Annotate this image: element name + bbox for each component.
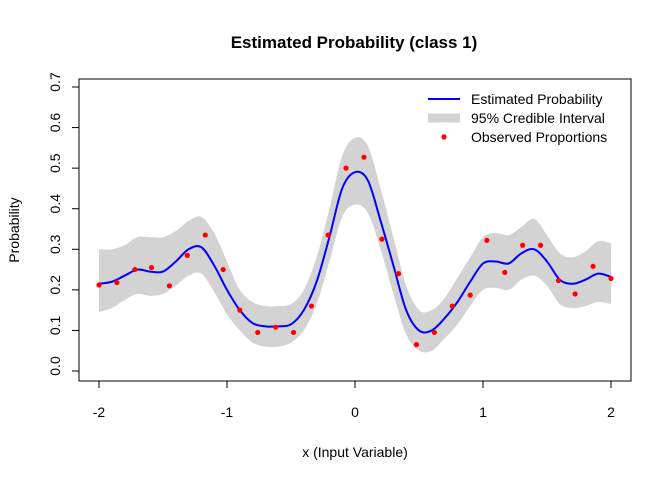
observed-point	[220, 266, 226, 273]
observed-point	[308, 303, 315, 309]
observed-point	[520, 242, 526, 248]
y-tick-label: 0.1	[47, 315, 63, 335]
y-tick-label: 0.6	[47, 113, 63, 133]
x-axis: -2 -1 0 1 2	[93, 380, 615, 420]
observed-point	[572, 291, 578, 297]
observed-point	[114, 279, 120, 286]
observed-point	[166, 283, 172, 289]
observed-point	[255, 329, 261, 336]
x-axis-label: x (Input Variable)	[302, 444, 408, 460]
legend: Estimated Probability 95% Credible Inter…	[428, 91, 607, 145]
observed-point	[379, 236, 385, 242]
observed-point	[273, 324, 279, 330]
observed-point	[555, 277, 562, 284]
observed-point	[325, 232, 331, 238]
observed-point	[590, 263, 596, 269]
credible-interval-band	[99, 137, 611, 353]
y-tick-label: 0.5	[47, 153, 63, 173]
observed-point	[467, 292, 473, 298]
observed-point	[202, 232, 208, 238]
observed-point	[502, 269, 508, 276]
x-tick-label: 0	[351, 404, 359, 420]
y-axis: 0.0 0.1 0.2 0.3 0.4 0.5 0.6 0.7	[47, 72, 80, 376]
observed-point	[132, 266, 138, 273]
legend-label-observed: Observed Proportions	[471, 129, 607, 145]
observed-point	[343, 165, 349, 171]
plot-area	[78, 78, 632, 382]
observed-point	[449, 303, 455, 309]
y-tick-label: 0.7	[47, 72, 63, 92]
y-tick-label: 0.0	[47, 356, 63, 376]
observed-point	[608, 275, 614, 282]
observed-point	[413, 342, 420, 348]
estimated-probability-line	[98, 170, 612, 334]
legend-point-swatch	[441, 134, 447, 140]
observed-point	[484, 237, 490, 243]
observed-point	[395, 271, 402, 277]
observed-point	[538, 242, 544, 248]
y-tick-label: 0.3	[47, 234, 63, 254]
x-tick-label: -2	[93, 404, 106, 420]
x-tick-label: 2	[607, 404, 615, 420]
y-tick-label: 0.2	[47, 275, 63, 295]
observed-points	[96, 154, 614, 348]
y-tick-label: 0.4	[47, 194, 63, 214]
observed-point	[184, 252, 190, 258]
observed-point	[290, 329, 297, 336]
x-tick-label: 1	[479, 404, 487, 420]
observed-point	[237, 307, 243, 313]
chart-title: Estimated Probability (class 1)	[231, 33, 478, 52]
observed-point	[96, 282, 102, 288]
observed-point	[361, 154, 367, 160]
legend-label-interval: 95% Credible Interval	[471, 110, 605, 126]
x-tick-label: -1	[221, 404, 234, 420]
legend-label-estimated: Estimated Probability	[471, 91, 603, 107]
observed-point	[148, 264, 155, 271]
observed-point	[431, 329, 437, 336]
y-axis-label: Probability	[6, 197, 22, 262]
